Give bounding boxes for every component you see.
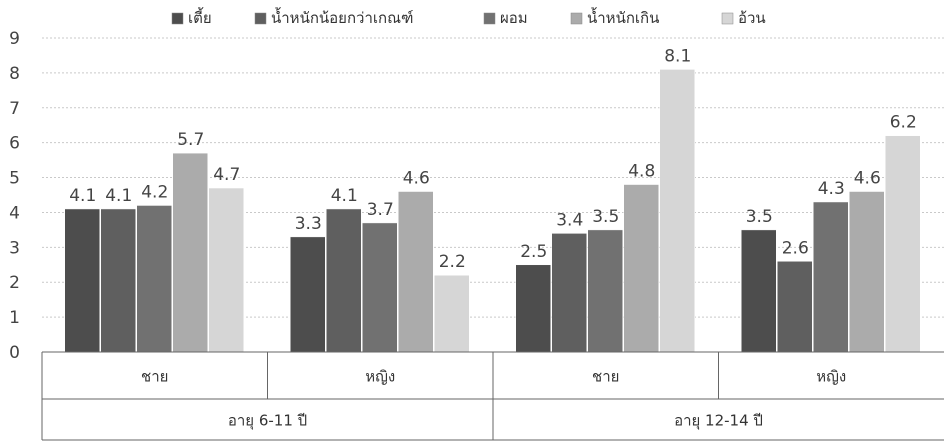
bar	[813, 201, 849, 353]
bar	[100, 208, 136, 353]
data-label: 4.7	[213, 165, 240, 185]
data-label: 2.6	[782, 238, 809, 258]
data-label: 6.2	[890, 113, 917, 133]
data-label: 3.7	[367, 200, 394, 220]
y-tick-label: 0	[9, 343, 20, 363]
bar	[885, 135, 921, 353]
data-label: 4.3	[818, 179, 845, 199]
legend-swatch	[171, 12, 184, 25]
y-tick-label: 5	[9, 169, 20, 189]
bar	[208, 187, 244, 353]
data-label: 3.5	[592, 207, 619, 227]
data-label: 3.4	[556, 210, 583, 230]
y-tick-label: 9	[9, 29, 20, 49]
y-tick-label: 2	[9, 273, 20, 293]
data-label: 4.1	[105, 186, 132, 206]
bar	[741, 229, 777, 353]
data-label: 3.3	[295, 214, 322, 234]
legend-swatch	[721, 12, 734, 25]
data-label: 5.7	[177, 130, 204, 150]
legend-swatch	[483, 12, 496, 25]
y-tick-label: 7	[9, 99, 20, 119]
legend-label: อ้วน	[738, 9, 766, 27]
bar	[290, 236, 326, 353]
bar	[434, 274, 470, 353]
legend-swatch	[570, 12, 583, 25]
y-tick-label: 4	[9, 203, 20, 223]
bar	[326, 208, 362, 353]
data-label: 4.1	[331, 186, 358, 206]
bar	[362, 222, 398, 353]
bar	[551, 233, 587, 353]
data-label: 4.2	[141, 182, 168, 202]
bar	[136, 205, 172, 353]
y-tick-label: 1	[9, 308, 20, 328]
data-label: 2.5	[520, 242, 547, 262]
bar	[623, 184, 659, 353]
data-label: 4.6	[403, 169, 430, 189]
legend-label: ผอม	[500, 9, 528, 27]
legend-label: น้ำหนักเกิน	[587, 7, 659, 27]
bar	[172, 152, 208, 353]
group-label: อายุ 6-11 ปี	[228, 412, 307, 431]
data-label: 4.1	[69, 186, 96, 206]
legend-label: เตี้ย	[188, 7, 212, 27]
category-label: ชาย	[592, 368, 619, 386]
y-tick-label: 6	[9, 134, 20, 154]
data-label: 8.1	[664, 46, 691, 66]
bar	[659, 69, 695, 353]
group-label: อายุ 12-14 ปี	[674, 412, 763, 431]
bar	[64, 208, 100, 353]
data-label: 4.6	[854, 169, 881, 189]
data-label: 4.8	[628, 162, 655, 182]
legend-label: น้ำหนักน้อยกว่าเกณฑ์	[271, 7, 413, 27]
y-tick-label: 3	[9, 238, 20, 258]
category-label: ชาย	[141, 368, 168, 386]
bar	[777, 261, 813, 353]
y-tick-label: 8	[9, 64, 20, 84]
bar	[398, 191, 434, 353]
category-label: หญิง	[365, 368, 395, 386]
bar	[515, 264, 551, 353]
legend-swatch	[254, 12, 267, 25]
bar	[849, 191, 885, 353]
data-label: 2.2	[439, 252, 466, 272]
data-label: 3.5	[746, 207, 773, 227]
category-label: หญิง	[816, 368, 846, 386]
bar	[587, 229, 623, 353]
